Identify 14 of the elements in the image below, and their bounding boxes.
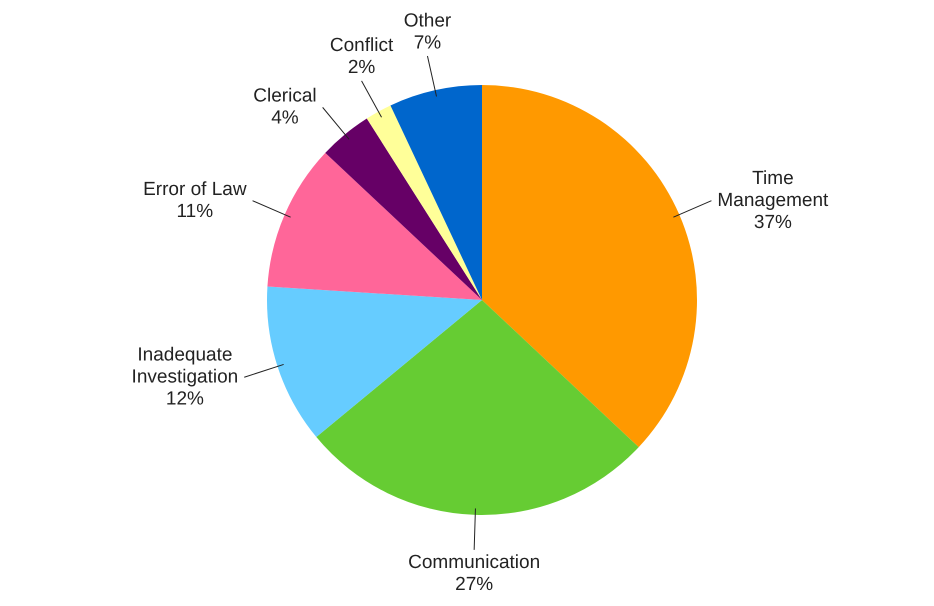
slice-label: Clerical xyxy=(253,86,317,107)
slice-label: Other xyxy=(404,10,452,32)
slice-label: Communication xyxy=(408,552,540,574)
data-label: 12% xyxy=(166,388,204,410)
data-label: 4% xyxy=(271,108,299,129)
data-label: 11% xyxy=(176,200,214,222)
slice-label: Inadequate Investigation xyxy=(132,344,238,388)
data-label: 37% xyxy=(754,212,792,233)
data-label: 27% xyxy=(455,574,494,596)
slice-label: Error of Law xyxy=(143,178,247,200)
data-label: 2% xyxy=(348,57,376,78)
data-label: 7% xyxy=(414,32,442,54)
slice-label: Time Management xyxy=(717,168,830,211)
slice-label: Conflict xyxy=(330,35,394,56)
